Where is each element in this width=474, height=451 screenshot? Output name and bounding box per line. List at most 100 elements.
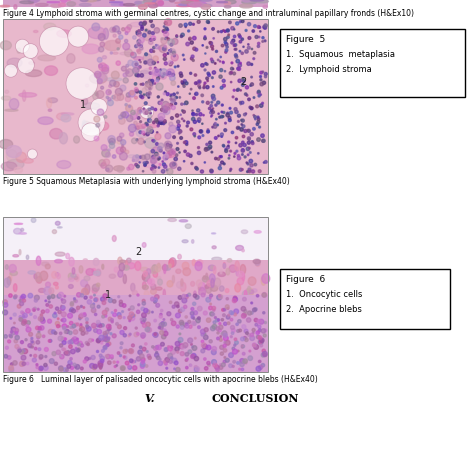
Circle shape	[218, 114, 219, 115]
Circle shape	[162, 106, 168, 113]
Circle shape	[135, 164, 137, 167]
Circle shape	[148, 32, 151, 35]
Circle shape	[210, 170, 213, 173]
Circle shape	[100, 356, 104, 361]
Circle shape	[177, 305, 179, 308]
Circle shape	[218, 319, 219, 322]
Circle shape	[262, 140, 265, 143]
Circle shape	[222, 331, 227, 336]
Circle shape	[69, 345, 72, 349]
Circle shape	[93, 364, 97, 368]
Circle shape	[36, 366, 39, 369]
Ellipse shape	[85, 285, 90, 295]
Circle shape	[132, 160, 135, 162]
Circle shape	[239, 102, 241, 104]
Circle shape	[162, 161, 164, 163]
Circle shape	[246, 87, 248, 90]
Circle shape	[125, 40, 128, 43]
Circle shape	[128, 349, 134, 354]
Circle shape	[222, 116, 224, 118]
Circle shape	[81, 331, 85, 336]
Circle shape	[248, 170, 251, 173]
Circle shape	[225, 50, 228, 52]
Circle shape	[159, 164, 161, 166]
Circle shape	[259, 341, 262, 344]
Ellipse shape	[6, 146, 21, 158]
Circle shape	[68, 341, 72, 344]
Circle shape	[238, 128, 240, 129]
Circle shape	[94, 72, 101, 79]
Circle shape	[139, 162, 140, 164]
Circle shape	[111, 312, 113, 314]
Circle shape	[77, 338, 78, 340]
Circle shape	[152, 312, 153, 313]
Circle shape	[156, 121, 160, 124]
Ellipse shape	[179, 220, 188, 222]
Circle shape	[229, 364, 232, 368]
Circle shape	[166, 170, 168, 171]
Circle shape	[241, 120, 244, 123]
Circle shape	[236, 60, 239, 64]
Circle shape	[228, 117, 231, 120]
Circle shape	[140, 46, 142, 48]
Ellipse shape	[55, 260, 63, 263]
Ellipse shape	[56, 114, 69, 121]
Circle shape	[169, 51, 170, 52]
Circle shape	[262, 140, 264, 143]
Ellipse shape	[178, 255, 182, 260]
Ellipse shape	[163, 290, 165, 299]
Circle shape	[178, 87, 179, 88]
Circle shape	[61, 337, 65, 342]
Circle shape	[40, 326, 44, 331]
Circle shape	[228, 22, 231, 25]
Ellipse shape	[175, 3, 188, 5]
Circle shape	[230, 68, 233, 71]
Circle shape	[139, 111, 142, 114]
Circle shape	[248, 148, 250, 150]
Ellipse shape	[142, 88, 146, 98]
Ellipse shape	[61, 115, 71, 123]
Circle shape	[36, 333, 41, 338]
Circle shape	[167, 53, 169, 55]
Circle shape	[160, 326, 163, 330]
Ellipse shape	[69, 285, 73, 289]
Ellipse shape	[197, 260, 203, 265]
Circle shape	[238, 35, 240, 37]
Ellipse shape	[94, 0, 100, 2]
Circle shape	[171, 95, 172, 96]
Circle shape	[249, 350, 251, 352]
Circle shape	[129, 295, 131, 297]
Circle shape	[64, 351, 68, 355]
Circle shape	[181, 82, 184, 85]
Circle shape	[210, 46, 213, 49]
Circle shape	[108, 98, 111, 101]
Circle shape	[146, 162, 148, 164]
Circle shape	[97, 340, 100, 343]
Circle shape	[74, 340, 79, 344]
Circle shape	[46, 309, 49, 313]
Circle shape	[149, 113, 151, 115]
Ellipse shape	[142, 275, 145, 280]
Ellipse shape	[22, 91, 26, 102]
Circle shape	[134, 68, 139, 73]
Ellipse shape	[261, 276, 266, 285]
Circle shape	[228, 120, 231, 122]
Ellipse shape	[150, 151, 153, 154]
Circle shape	[189, 38, 191, 41]
Circle shape	[236, 323, 238, 326]
Circle shape	[96, 340, 100, 343]
Circle shape	[213, 126, 217, 129]
Circle shape	[241, 345, 243, 347]
Circle shape	[160, 70, 162, 72]
Ellipse shape	[156, 1, 163, 6]
Circle shape	[160, 103, 162, 105]
Circle shape	[234, 309, 238, 314]
Circle shape	[101, 324, 104, 327]
Ellipse shape	[48, 110, 52, 112]
Ellipse shape	[164, 0, 176, 1]
Circle shape	[233, 45, 236, 47]
Circle shape	[241, 102, 244, 105]
Circle shape	[120, 347, 122, 349]
Ellipse shape	[45, 67, 57, 76]
Circle shape	[134, 88, 138, 92]
